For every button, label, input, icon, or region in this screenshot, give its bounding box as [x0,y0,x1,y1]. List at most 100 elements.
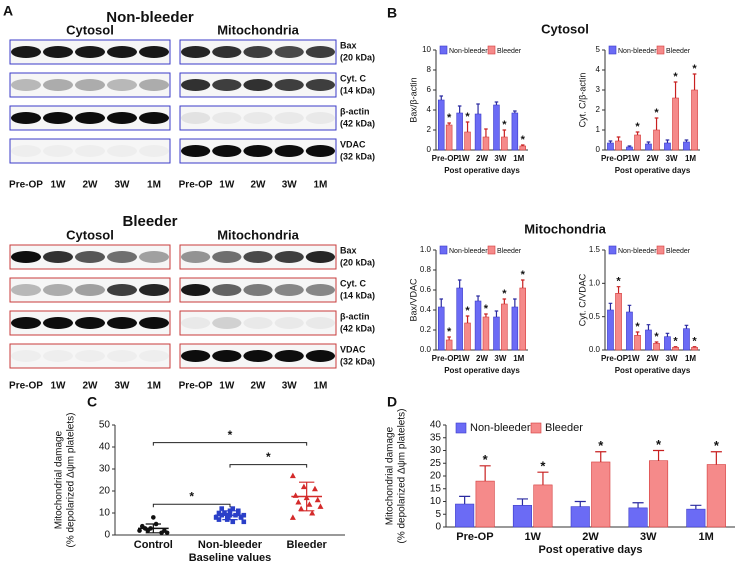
x-tick-label: 3W [666,154,678,163]
panel-title: Mitochondria [524,221,606,236]
point [311,485,318,492]
lane-label: 1W [51,180,67,191]
error-bar [616,286,621,294]
error-bar [513,298,517,307]
legend-swatch [608,245,617,255]
bar [683,328,690,351]
y-tick-label: 3 [596,85,601,94]
lane-label: 1M [313,180,327,191]
panel-label: D [387,394,397,410]
marker-label: β-actin [340,311,370,321]
blot-title: Bleeder [122,213,177,230]
point [219,506,225,511]
x-tick-label: 2W [647,354,659,363]
y-axis-title: Bax/β-actin [408,77,418,122]
x-tick-label: Pre-OP [432,154,460,163]
point [230,506,236,511]
error-bar [654,117,659,130]
blot-band [212,251,242,263]
blot-band [75,317,105,329]
blot-band [139,79,169,91]
error-bar [476,103,480,114]
legend-swatch [487,245,496,255]
point [230,519,236,525]
blot-band [107,46,137,58]
lane-label: 1W [219,180,235,191]
error-bar [513,110,517,113]
bar [482,136,490,151]
blot-band [212,317,242,329]
lane-label: 1W [219,381,235,392]
bracket [229,464,308,468]
y-tick-label: 0.5 [589,312,601,321]
y-tick-label: 8 [427,65,432,74]
bar [686,508,706,528]
blot-band [274,79,304,91]
bracket [152,503,231,508]
significance-mark: * [598,438,604,453]
bar [519,145,526,151]
legend-label: Bleeder [666,48,691,55]
bar [653,129,660,151]
point [309,510,316,516]
bar [672,97,679,151]
error-bar [520,279,525,288]
y-axis-title: (% depolarized Δψm platelets) [66,413,77,548]
blot-band [212,145,242,157]
bar [493,316,500,351]
point [295,499,302,505]
lane-label: 3W [115,381,131,392]
blot-band [243,251,273,263]
y-axis-title: (% depolarized Δψm platelets) [397,409,408,544]
bar [501,136,508,151]
blot-band [43,46,73,58]
legend-swatch [455,422,467,434]
x-tick-label: 2W [647,154,659,163]
error-bar [459,495,471,505]
significance-mark: * [673,336,678,348]
blot-band [11,350,41,362]
significance-mark: * [465,111,470,123]
blot-band [212,350,242,362]
y-tick-label: 0.0 [589,345,601,354]
x-tick-label: 1W [628,354,640,363]
y-tick-label: 40 [99,442,111,453]
error-bar [627,145,632,147]
blot-band [274,284,304,296]
blot-band [305,145,335,157]
y-tick-label: 0.2 [420,325,432,334]
blot-band [107,284,137,296]
x-tick-label: Pre-OP [432,354,460,363]
blot-band [75,350,105,362]
blot-band [181,46,211,58]
error-bar [684,324,689,329]
error-bar [447,336,451,340]
blot-band [305,317,335,329]
bar [607,142,614,151]
bar [464,322,471,351]
bar [645,329,652,351]
blot-band [11,145,41,157]
significance-mark: * [447,112,452,124]
y-axis-title: Cyt. C/VDAC [577,273,587,326]
point [216,510,222,516]
blot-band [274,112,304,124]
error-bar [457,279,462,288]
significance-mark: * [521,134,526,146]
bar [706,464,726,528]
error-bar [616,136,621,141]
error-bar [627,304,632,312]
lane-label: 1M [147,381,161,392]
error-bar [654,341,659,344]
error-bar [476,295,480,301]
error-bar [502,129,507,137]
legend-swatch [656,45,665,55]
lane-label: 2W [83,381,99,392]
significance-mark: * [654,331,659,343]
bar [691,347,698,351]
error-bar [692,346,697,348]
y-tick-label: 0 [596,145,601,154]
y-tick-label: 20 [99,486,111,497]
y-axis-title: Bax/VDAC [408,278,418,322]
y-tick-label: 4 [596,65,601,74]
